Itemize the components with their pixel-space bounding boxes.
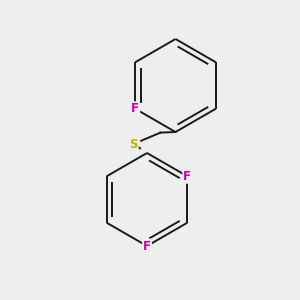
Text: F: F bbox=[183, 170, 191, 183]
Text: S: S bbox=[129, 137, 138, 151]
Text: F: F bbox=[143, 239, 151, 253]
Text: F: F bbox=[131, 102, 139, 115]
